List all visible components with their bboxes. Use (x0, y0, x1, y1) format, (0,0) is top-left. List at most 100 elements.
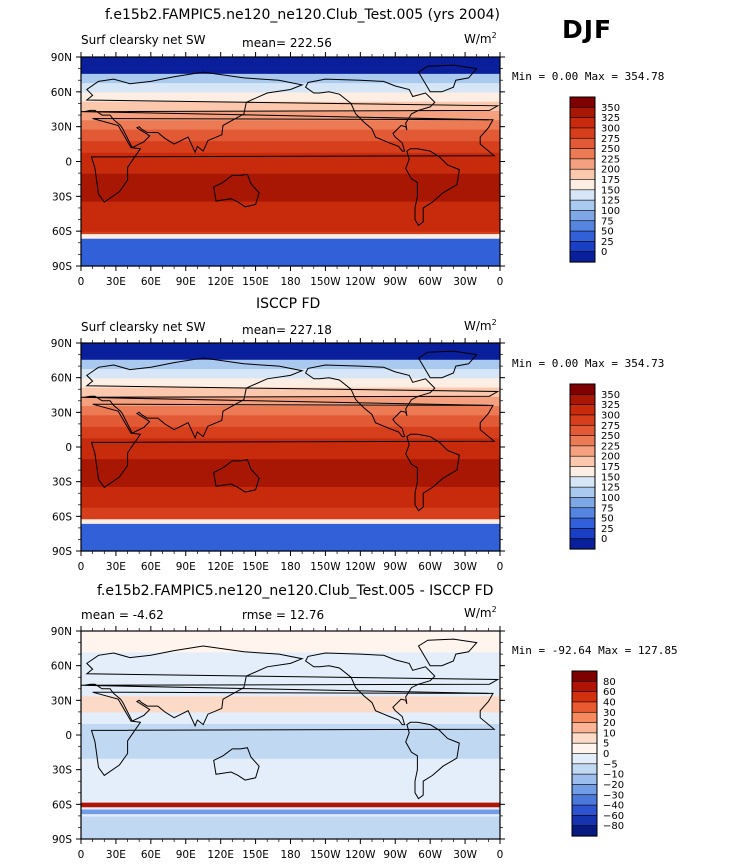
latitude-band (81, 477, 500, 480)
latitude-band (81, 463, 500, 467)
colorbar-label: 75 (601, 503, 614, 514)
colorbar-box (569, 528, 596, 540)
latitude-band (81, 711, 500, 715)
lat-label: 90S (52, 546, 72, 558)
colorbar-label: 0 (601, 534, 607, 545)
latitude-band (81, 714, 500, 718)
latitude-band (81, 377, 500, 381)
latitude-band (81, 435, 500, 439)
lat-label: 90S (52, 261, 72, 273)
latitude-band (81, 790, 500, 794)
latitude-band (81, 416, 500, 420)
colorbar-box (569, 96, 596, 108)
colorbar-box (571, 732, 598, 744)
colorbar-box (569, 251, 596, 263)
latitude-band (81, 451, 500, 455)
lon-label: 0 (497, 276, 504, 288)
latitude-band (81, 458, 500, 462)
latitude-band (81, 672, 500, 676)
panel-3-rmse: rmse = 12.76 (242, 608, 325, 622)
latitude-band (81, 663, 500, 667)
latitude-band (81, 407, 500, 411)
panel-1-units: W/m2 (464, 31, 497, 46)
colorbar-box (569, 107, 596, 119)
colorbar-box (569, 220, 596, 232)
lon-label: 60W (418, 561, 442, 573)
latitude-band (81, 667, 500, 671)
lon-label: 30E (106, 276, 126, 288)
colorbar-label: 30 (603, 708, 616, 719)
latitude-band (81, 254, 500, 258)
lat-label: 60N (51, 87, 72, 99)
colorbar-label: 60 (603, 687, 616, 698)
latitude-band (81, 797, 500, 801)
latitude-band (81, 410, 500, 413)
lat-label: 0 (65, 157, 72, 169)
colorbar-label: 150 (601, 185, 620, 196)
latitude-band (81, 834, 500, 838)
latitude-band (81, 799, 500, 803)
colorbar-label: 350 (601, 103, 620, 114)
latitude-band (81, 698, 500, 701)
colorbar-box (569, 435, 596, 447)
latitude-band (81, 695, 500, 699)
lat-label: 30N (51, 407, 72, 419)
latitude-band (81, 398, 500, 402)
colorbar-label: 125 (601, 483, 620, 494)
latitude-band (81, 138, 500, 142)
panel-3-units: W/m2 (464, 605, 497, 620)
colorbar-box (571, 794, 598, 806)
latitude-band (81, 822, 500, 826)
latitude-band (81, 520, 500, 524)
latitude-band (81, 453, 500, 457)
latitude-band (81, 449, 500, 453)
latitude-band (81, 233, 500, 237)
panel-1-map: 90N 60N 30N 0 30S 60S 90S 0 30E 60E 90E 120E 150E 180… (51, 52, 505, 288)
coastline-4 (304, 78, 436, 152)
colorbar-box (571, 711, 598, 724)
colorbar-box (571, 815, 598, 827)
latitude-band (81, 187, 500, 190)
colorbar-label: 200 (601, 165, 620, 176)
latitude-band (81, 205, 500, 209)
latitude-band (81, 122, 500, 125)
latitude-band (81, 723, 500, 727)
latitude-band (81, 228, 500, 232)
latitude-band (81, 658, 500, 662)
latitude-band (81, 426, 500, 430)
latitude-band (81, 396, 500, 400)
lon-label: 90E (176, 561, 196, 573)
coastline-5 (417, 638, 478, 667)
latitude-band (81, 665, 500, 669)
latitude-band (81, 184, 500, 188)
latitude-band (81, 200, 500, 204)
colorbar-label: 150 (601, 472, 620, 483)
colorbar-label: 20 (603, 718, 616, 729)
latitude-band (81, 247, 500, 251)
coastline-0 (90, 691, 496, 777)
latitude-band (81, 829, 500, 833)
coastline-2 (213, 747, 260, 781)
latitude-band (81, 751, 500, 755)
latitude-band (81, 504, 500, 508)
colorbar-box (569, 189, 596, 201)
panel-2-minmax: Min = 0.00 Max = 354.73 (512, 357, 665, 370)
panel-1-variable-label: Surf clearsky net SW (81, 33, 206, 47)
latitude-band (81, 73, 500, 77)
colorbar-box (569, 424, 596, 437)
colorbar-label: 350 (601, 390, 620, 401)
colorbar-box (569, 230, 596, 242)
lon-label: 0 (78, 561, 85, 573)
lat-label: 90S (52, 834, 72, 846)
latitude-band (81, 637, 500, 641)
colorbar-label: 125 (601, 196, 620, 207)
lon-label: 60E (141, 561, 161, 573)
colorbar-box (569, 394, 596, 406)
latitude-band (81, 75, 500, 79)
colorbar-label: 275 (601, 134, 620, 145)
latitude-band (81, 256, 500, 260)
latitude-band (81, 163, 500, 167)
latitude-band (81, 238, 500, 242)
colorbar-label: −10 (603, 770, 624, 781)
